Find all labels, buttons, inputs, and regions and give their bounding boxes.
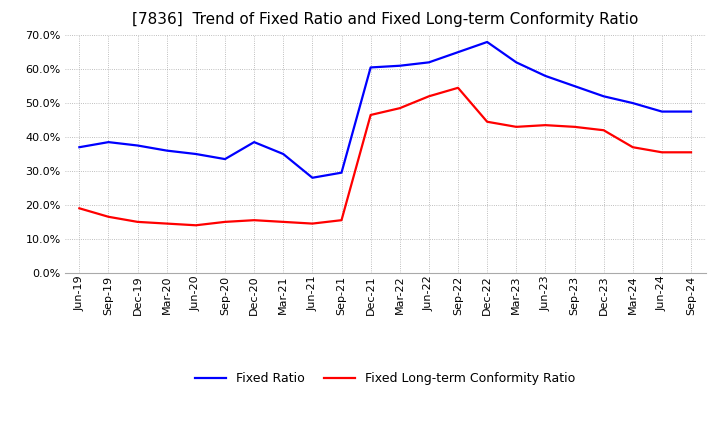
Fixed Long-term Conformity Ratio [512, 124, 521, 129]
Fixed Long-term Conformity Ratio [629, 145, 637, 150]
Fixed Long-term Conformity Ratio [192, 223, 200, 228]
Fixed Ratio [366, 65, 375, 70]
Fixed Ratio [104, 139, 113, 145]
Fixed Ratio [308, 175, 317, 180]
Fixed Ratio [541, 73, 550, 79]
Fixed Long-term Conformity Ratio [570, 124, 579, 129]
Fixed Long-term Conformity Ratio [599, 128, 608, 133]
Fixed Ratio [483, 39, 492, 44]
Fixed Ratio [395, 63, 404, 68]
Fixed Ratio [599, 94, 608, 99]
Fixed Ratio [163, 148, 171, 153]
Fixed Long-term Conformity Ratio [395, 106, 404, 111]
Fixed Long-term Conformity Ratio [687, 150, 696, 155]
Fixed Ratio [629, 100, 637, 106]
Fixed Ratio [454, 50, 462, 55]
Fixed Long-term Conformity Ratio [541, 122, 550, 128]
Fixed Long-term Conformity Ratio [483, 119, 492, 125]
Fixed Long-term Conformity Ratio [366, 112, 375, 117]
Line: Fixed Long-term Conformity Ratio: Fixed Long-term Conformity Ratio [79, 88, 691, 225]
Line: Fixed Ratio: Fixed Ratio [79, 42, 691, 178]
Fixed Ratio [279, 151, 287, 157]
Fixed Ratio [512, 60, 521, 65]
Fixed Long-term Conformity Ratio [163, 221, 171, 226]
Fixed Long-term Conformity Ratio [104, 214, 113, 220]
Legend: Fixed Ratio, Fixed Long-term Conformity Ratio: Fixed Ratio, Fixed Long-term Conformity … [190, 367, 580, 390]
Fixed Ratio [425, 60, 433, 65]
Fixed Ratio [250, 139, 258, 145]
Fixed Long-term Conformity Ratio [308, 221, 317, 226]
Fixed Long-term Conformity Ratio [657, 150, 666, 155]
Fixed Ratio [75, 145, 84, 150]
Fixed Ratio [570, 84, 579, 89]
Fixed Long-term Conformity Ratio [454, 85, 462, 91]
Fixed Ratio [687, 109, 696, 114]
Fixed Long-term Conformity Ratio [133, 219, 142, 224]
Fixed Long-term Conformity Ratio [250, 217, 258, 223]
Fixed Long-term Conformity Ratio [425, 94, 433, 99]
Fixed Ratio [133, 143, 142, 148]
Fixed Long-term Conformity Ratio [279, 219, 287, 224]
Fixed Ratio [192, 151, 200, 157]
Fixed Ratio [220, 157, 229, 162]
Fixed Long-term Conformity Ratio [75, 205, 84, 211]
Fixed Long-term Conformity Ratio [337, 217, 346, 223]
Title: [7836]  Trend of Fixed Ratio and Fixed Long-term Conformity Ratio: [7836] Trend of Fixed Ratio and Fixed Lo… [132, 12, 639, 27]
Fixed Long-term Conformity Ratio [220, 219, 229, 224]
Fixed Ratio [337, 170, 346, 175]
Fixed Ratio [657, 109, 666, 114]
